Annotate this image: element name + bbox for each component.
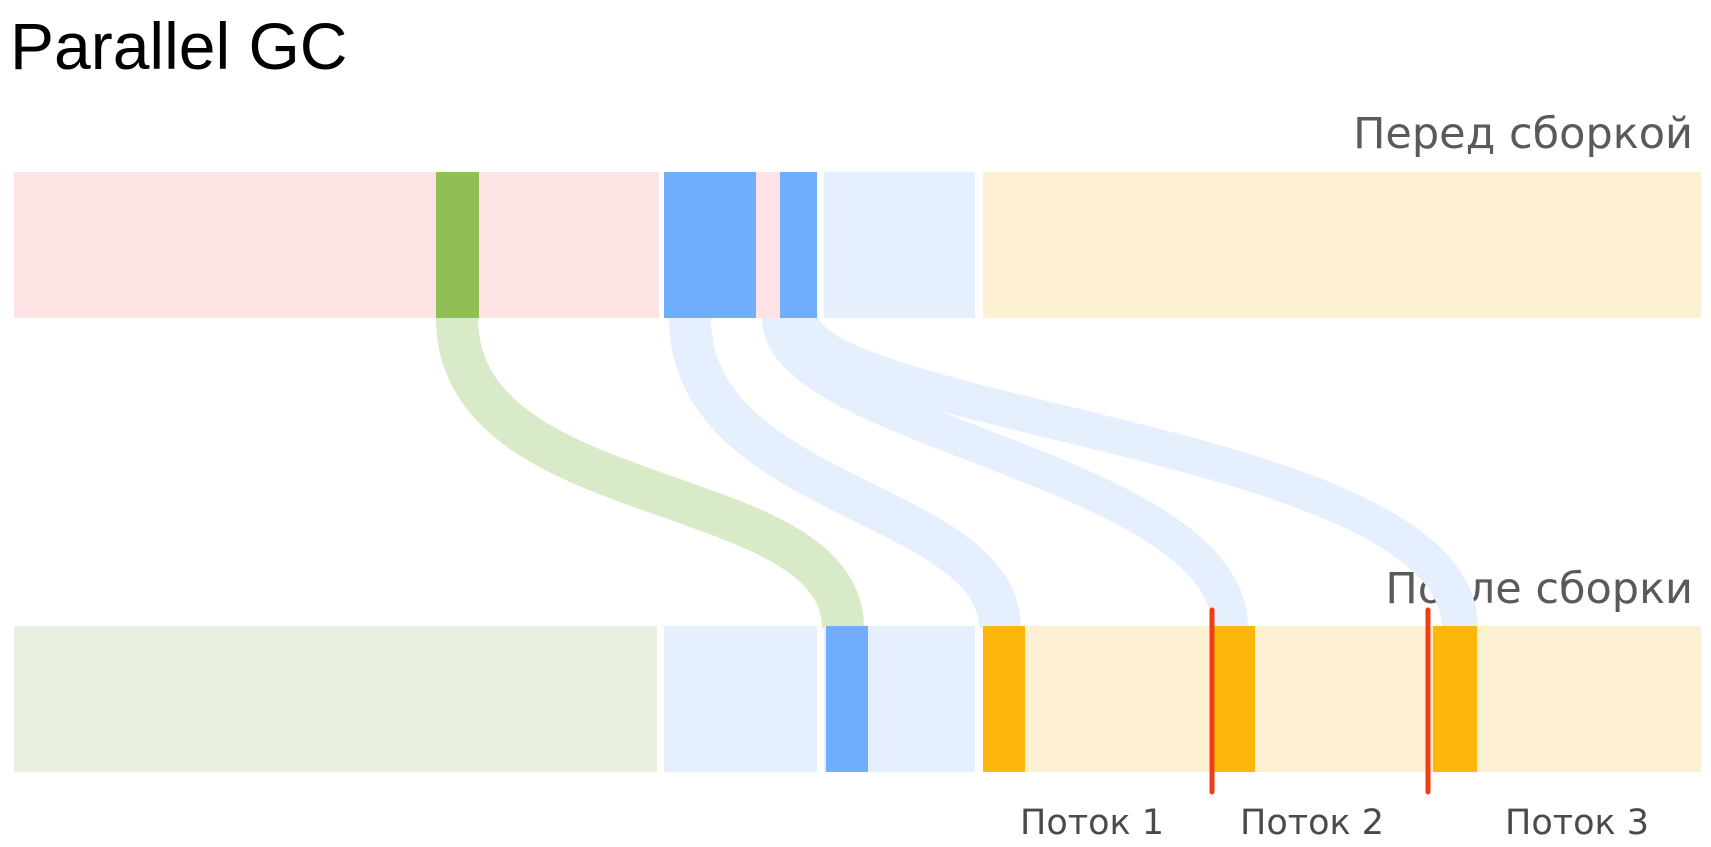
thread-label-1: Поток 1	[1020, 803, 1164, 843]
memory-bar-before	[14, 172, 1701, 318]
slide-title: Parallel GC	[10, 9, 347, 83]
freed-region	[14, 626, 657, 772]
flow-blue-object-1	[669, 317, 1021, 630]
object-move-flows	[436, 312, 1478, 630]
live-object-green	[436, 172, 479, 318]
target-region	[983, 172, 1701, 318]
thread-label-3: Поток 3	[1505, 803, 1649, 843]
dead-gap	[756, 172, 780, 318]
target-region	[983, 626, 1701, 772]
thread-label-2: Поток 2	[1240, 803, 1384, 843]
flow-blue-object-2	[762, 315, 1248, 630]
live-object-blue-large	[664, 172, 756, 318]
moved-object-blue	[826, 626, 868, 772]
old-region	[14, 172, 659, 318]
flow-green-object	[436, 317, 864, 630]
allocated-block-thread-3	[1433, 626, 1477, 772]
allocated-block-thread-1	[983, 626, 1025, 772]
survivor-region	[824, 172, 975, 318]
label-before-collection: Перед сборкой	[1353, 109, 1693, 159]
survivor-region-a	[664, 626, 817, 772]
live-object-blue-small	[780, 172, 817, 318]
allocated-block-thread-2	[1213, 626, 1255, 772]
flow-blue-object-3	[782, 312, 1478, 630]
memory-bar-after	[14, 626, 1701, 772]
